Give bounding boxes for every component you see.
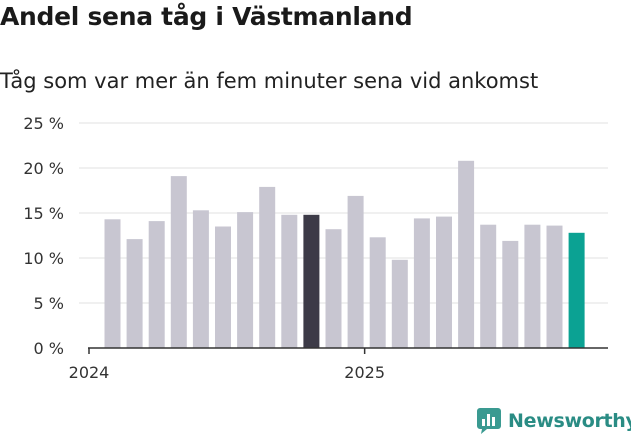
x-tick-label: 2024	[69, 363, 110, 382]
bar	[192, 210, 209, 348]
y-tick-label: 25 %	[23, 114, 64, 133]
brand-name: Newsworthy	[508, 410, 631, 432]
y-tick-label: 5 %	[34, 294, 64, 313]
bar	[480, 224, 497, 348]
y-tick-label: 20 %	[23, 159, 64, 178]
y-tick-label: 15 %	[23, 204, 64, 223]
chart-subtitle: Tåg som var mer än fem minuter sena vid …	[0, 69, 539, 93]
newsworthy-bar-icon	[477, 408, 501, 434]
y-tick-label: 10 %	[23, 249, 64, 268]
bar	[281, 214, 298, 348]
bar	[391, 259, 408, 348]
bar	[148, 221, 165, 348]
bar	[347, 195, 364, 348]
bar	[104, 219, 121, 348]
bar	[126, 239, 143, 348]
bar	[436, 216, 452, 348]
bar	[325, 229, 342, 348]
newsworthy-logo: Newsworthy	[476, 407, 631, 435]
bar	[458, 160, 475, 348]
x-tick-label: 2025	[344, 363, 385, 382]
bar	[237, 212, 254, 348]
chart-title: Andel sena tåg i Västmanland	[0, 2, 413, 31]
y-tick-label: 0 %	[34, 339, 64, 358]
bar	[568, 232, 585, 348]
bar	[170, 176, 187, 348]
bar	[546, 225, 563, 348]
bar	[524, 224, 541, 348]
bar	[502, 240, 519, 348]
bar	[369, 237, 386, 348]
bar	[303, 214, 320, 348]
bar	[215, 226, 231, 348]
bar	[413, 218, 430, 348]
bar	[259, 186, 276, 348]
